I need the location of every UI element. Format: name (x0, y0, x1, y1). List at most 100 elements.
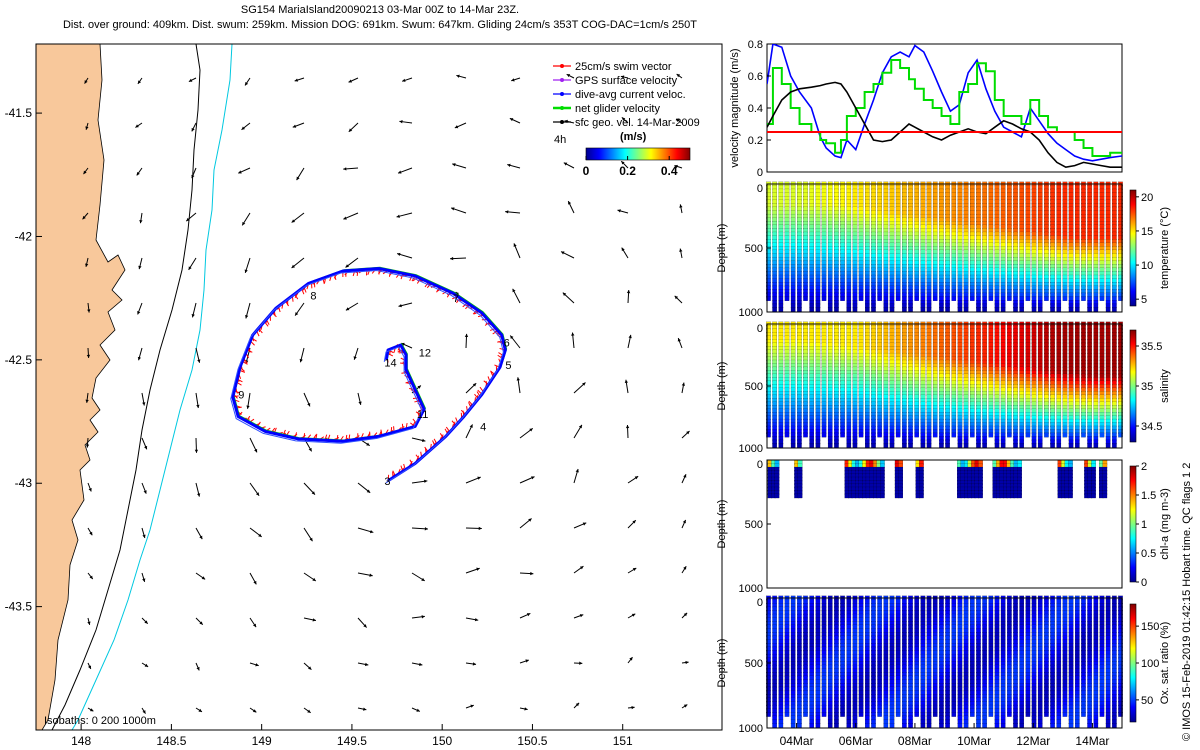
geo-arrowhead (82, 215, 86, 220)
profile-point (846, 307, 852, 312)
geo-arrowhead (631, 705, 635, 710)
velocity-y-tick-label: 0 (757, 167, 763, 179)
profile-point (858, 432, 864, 438)
profile-point (1037, 443, 1043, 448)
geo-arrowhead (343, 167, 347, 171)
profile-point (766, 296, 771, 301)
geo-arrowhead (299, 358, 303, 363)
legend-entry: sfc geo. vel. 14-Mar-2009 (575, 117, 700, 129)
depth-tick-label: 1000 (739, 443, 763, 455)
geo-arrowhead (142, 402, 146, 406)
geo-arrowhead (295, 312, 299, 316)
depth-tick-label: 500 (745, 381, 763, 393)
geo-arrowhead (505, 210, 509, 214)
geo-arrowhead (345, 264, 349, 268)
geo-arrowhead (252, 623, 257, 628)
map-x-tick-label: 150 (432, 734, 452, 748)
geo-arrowhead (582, 522, 587, 526)
profile-point (957, 307, 963, 312)
profile-point (1007, 296, 1012, 301)
profile-point (846, 443, 852, 448)
geo-arrowhead (513, 243, 517, 247)
geo-arrowhead (628, 334, 632, 339)
geo-arrowhead (568, 201, 572, 205)
geo-arrowhead (512, 288, 516, 293)
geo-arrowhead (452, 163, 456, 167)
legend-entry: net glider velocity (575, 103, 660, 115)
geo-arrowhead (679, 248, 683, 252)
velocity-panel-frame (766, 43, 1123, 173)
profile-point (1112, 443, 1117, 448)
geo-arrowhead (674, 164, 678, 169)
track-day-label: 5 (505, 360, 511, 372)
profile-point (914, 296, 919, 301)
colorbar-axis-label: salinity (1159, 369, 1171, 403)
legend-entry: dive-avg current veloc. (575, 89, 686, 101)
profile-point (902, 307, 907, 312)
geo-arrowhead (242, 221, 246, 226)
geo-arrowhead (417, 385, 421, 389)
profile-point (883, 443, 889, 448)
geo-arrowhead (507, 163, 511, 167)
profile-point (1025, 296, 1031, 301)
header-title: SG154 MariaIsland20090213 03-Mar 00Z to … (240, 4, 520, 16)
geo-arrowhead (311, 491, 315, 495)
profile-point (945, 307, 950, 312)
geo-arrowhead (621, 247, 625, 252)
geo-arrowhead (85, 263, 89, 267)
colorbar-tick-label: 35 (1141, 381, 1153, 393)
profile-point (797, 443, 802, 448)
profile-point (1056, 443, 1062, 448)
profile-point (803, 296, 808, 301)
geo-arrowhead (83, 170, 87, 175)
geo-arrowhead (363, 707, 367, 711)
geo-arrowhead (511, 78, 515, 82)
geo-arrowhead (142, 578, 146, 582)
geo-arrowhead (309, 537, 313, 542)
geo-arrowhead (571, 332, 575, 336)
profile-point (926, 307, 932, 312)
profile-point (797, 493, 803, 499)
profile-point (840, 432, 845, 438)
geo-arrowhead (366, 442, 370, 446)
profile-point (1099, 432, 1105, 438)
profile-point (994, 443, 1000, 448)
geo-arrowhead (369, 529, 374, 534)
map-x-tick-label: 151 (613, 734, 633, 748)
geo-arrowhead (683, 566, 687, 570)
profile-point (970, 432, 975, 438)
velocity-y-tick-label: 0.6 (748, 71, 763, 83)
profile-point (1062, 432, 1068, 438)
geo-arrowhead (252, 709, 257, 713)
legend-marker (560, 92, 564, 96)
geo-arrowhead (509, 118, 514, 122)
velocity-y-tick-label: 0.2 (748, 135, 763, 147)
profile-point (951, 296, 957, 301)
profile-point (1007, 432, 1012, 438)
profile-point (982, 443, 987, 448)
geo-arrowhead (86, 354, 91, 358)
geo-arrowhead (85, 126, 89, 130)
geo-arrowhead (307, 709, 311, 713)
profile-point (774, 493, 780, 499)
geo-arrowhead (196, 404, 200, 409)
geo-arrowhead (143, 490, 147, 494)
geo-arrowhead (582, 382, 586, 386)
profile-point (951, 432, 957, 438)
profile-point (1087, 307, 1092, 312)
geo-arrowhead (241, 126, 245, 130)
geo-arrowhead (307, 402, 311, 407)
geo-arrowhead (563, 162, 568, 166)
colorbar-title: (m/s) (620, 131, 647, 143)
geo-arrowhead (191, 174, 195, 179)
header-subtitle: Dist. over ground: 409km. Dist. swum: 25… (62, 19, 698, 31)
geo-arrowhead (88, 488, 92, 492)
geo-arrowhead (191, 127, 195, 132)
geo-arrowhead (398, 303, 402, 308)
geo-arrowhead (197, 493, 201, 497)
legend-marker (560, 78, 564, 82)
